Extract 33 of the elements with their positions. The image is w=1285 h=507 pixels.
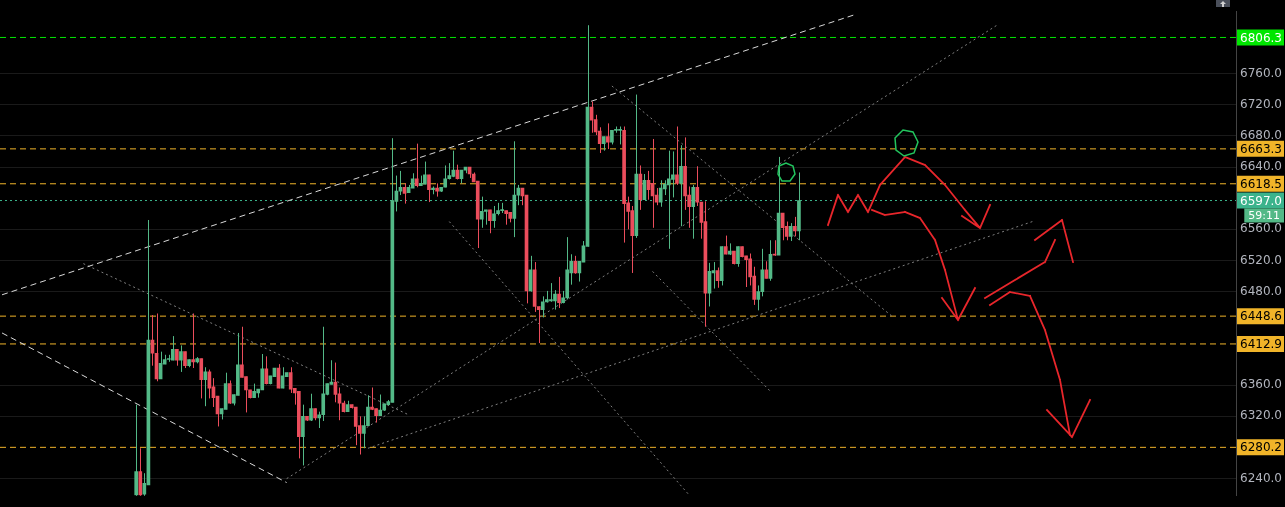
ref-line-label: 6412.9: [1240, 337, 1282, 352]
candlestick: [227, 379, 232, 405]
y-tick-label: 6720.0: [1240, 96, 1282, 111]
ref-line-label: 6663.3: [1240, 141, 1282, 156]
y-tick-label: 6560.0: [1240, 221, 1282, 236]
candlestick: [695, 165, 700, 207]
ref-line-label: 6280.2: [1240, 440, 1282, 455]
ref-line-label: 6806.3: [1240, 30, 1282, 45]
ref-line-label: 6618.5: [1240, 176, 1282, 191]
candlestick: [557, 276, 561, 309]
candlestick: [427, 174, 431, 203]
text: 59:11: [1248, 209, 1280, 223]
candlestick: [793, 216, 797, 237]
candlestick: [378, 394, 382, 417]
candlestick: [260, 353, 265, 391]
y-tick-label: 6480.0: [1240, 283, 1282, 298]
candlestick: [723, 235, 728, 255]
y-tick-label: 6760.0: [1240, 65, 1282, 80]
y-tick-label: 6680.0: [1240, 127, 1282, 142]
candlestick: [301, 404, 305, 466]
y-tick-label: 6240.0: [1240, 470, 1282, 485]
y-tick-label: 6320.0: [1240, 408, 1282, 423]
candlestick: [675, 126, 679, 186]
y-tick-label: 6360.0: [1240, 377, 1282, 392]
candlestick: [540, 295, 545, 318]
candlestick: [492, 205, 496, 229]
ref-line-label: 6597.0: [1240, 193, 1282, 208]
y-tick-label: 6640.0: [1240, 159, 1282, 174]
y-tick-label: 6520.0: [1240, 252, 1282, 267]
ref-line-label: 6448.6: [1240, 309, 1282, 324]
candlestick: [679, 144, 683, 227]
candlestick: [479, 196, 484, 229]
candlestick: [691, 184, 696, 240]
